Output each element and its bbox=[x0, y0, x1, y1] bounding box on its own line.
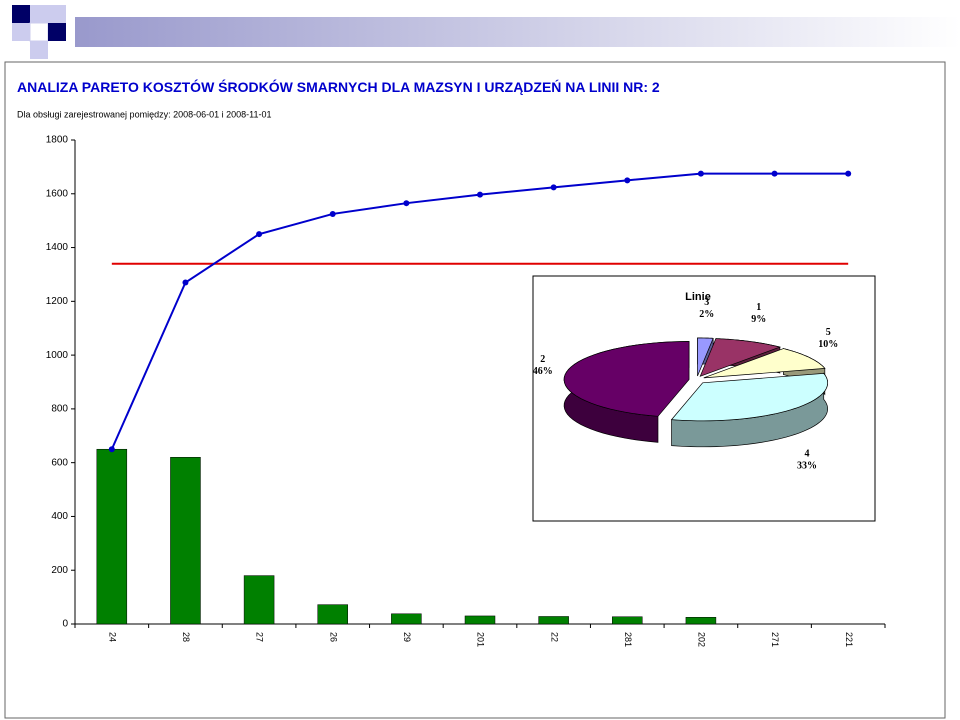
chart-title: ANALIZA PARETO KOSZTÓW ŚRODKÓW SMARNYCH … bbox=[17, 78, 660, 95]
bar bbox=[612, 616, 643, 625]
line-marker bbox=[550, 184, 557, 191]
y-tick-label: 1600 bbox=[46, 188, 69, 199]
y-tick-label: 1400 bbox=[46, 242, 69, 253]
pie-label-name: 2 bbox=[540, 354, 545, 365]
bar bbox=[391, 613, 422, 625]
x-tick-label: 22 bbox=[549, 632, 559, 642]
pie-slice bbox=[703, 348, 826, 379]
x-tick-label: 27 bbox=[255, 632, 265, 642]
pie-label-value: 2% bbox=[699, 309, 714, 320]
bar bbox=[96, 448, 128, 625]
pie-slice bbox=[699, 338, 782, 377]
pie-label-value: 46% bbox=[533, 366, 553, 377]
x-tick-label: 201 bbox=[476, 632, 486, 647]
pie-label-name: 1 bbox=[756, 302, 761, 313]
bar bbox=[170, 457, 201, 625]
pie-slice bbox=[563, 341, 690, 417]
line-marker bbox=[845, 170, 852, 177]
y-tick-label: 600 bbox=[51, 457, 68, 468]
pie-slice bbox=[670, 373, 829, 422]
x-tick-label: 221 bbox=[844, 632, 854, 647]
pie bbox=[563, 337, 829, 448]
bar bbox=[464, 615, 496, 625]
slide-frame bbox=[4, 61, 946, 719]
line-marker bbox=[256, 231, 263, 238]
pie-label-value: 33% bbox=[797, 461, 817, 472]
bar bbox=[538, 616, 569, 625]
y-tick-label: 1800 bbox=[46, 135, 69, 146]
line-marker bbox=[771, 170, 778, 177]
y-tick-label: 1000 bbox=[46, 350, 69, 361]
pie-label-value: 10% bbox=[818, 339, 838, 350]
y-tick-label: 200 bbox=[51, 565, 68, 576]
line-marker bbox=[697, 170, 704, 177]
line-marker bbox=[624, 177, 631, 184]
line-marker bbox=[329, 210, 336, 217]
pie-title: Linie bbox=[685, 291, 711, 303]
y-tick-label: 400 bbox=[51, 511, 68, 522]
chart-subtitle: Dla obsługi zarejestrowanej pomiędzy: 20… bbox=[17, 109, 271, 119]
x-tick-label: 24 bbox=[107, 632, 117, 642]
bar bbox=[317, 604, 348, 625]
y-tick-label: 800 bbox=[51, 404, 68, 415]
x-tick-label: 281 bbox=[623, 632, 633, 647]
bar bbox=[243, 575, 275, 625]
pie-label-name: 3 bbox=[704, 297, 709, 308]
x-tick-label: 29 bbox=[402, 632, 412, 642]
pie-label-value: 9% bbox=[751, 314, 766, 325]
line-marker bbox=[477, 191, 483, 198]
x-tick-label: 271 bbox=[770, 632, 780, 647]
line-marker bbox=[182, 279, 189, 286]
pie-slice bbox=[697, 337, 714, 377]
x-tick-label: 26 bbox=[328, 632, 338, 642]
header-decoration bbox=[12, 5, 960, 59]
x-tick-label: 202 bbox=[697, 632, 707, 647]
y-tick-label: 1200 bbox=[46, 296, 69, 307]
x-tick-label: 28 bbox=[181, 632, 191, 642]
line-marker bbox=[108, 446, 115, 453]
y-tick-label: 0 bbox=[62, 619, 68, 630]
pie-label-name: 5 bbox=[826, 327, 831, 338]
pie-label-name: 4 bbox=[804, 449, 809, 460]
line-marker bbox=[403, 200, 410, 207]
bar bbox=[685, 617, 717, 625]
